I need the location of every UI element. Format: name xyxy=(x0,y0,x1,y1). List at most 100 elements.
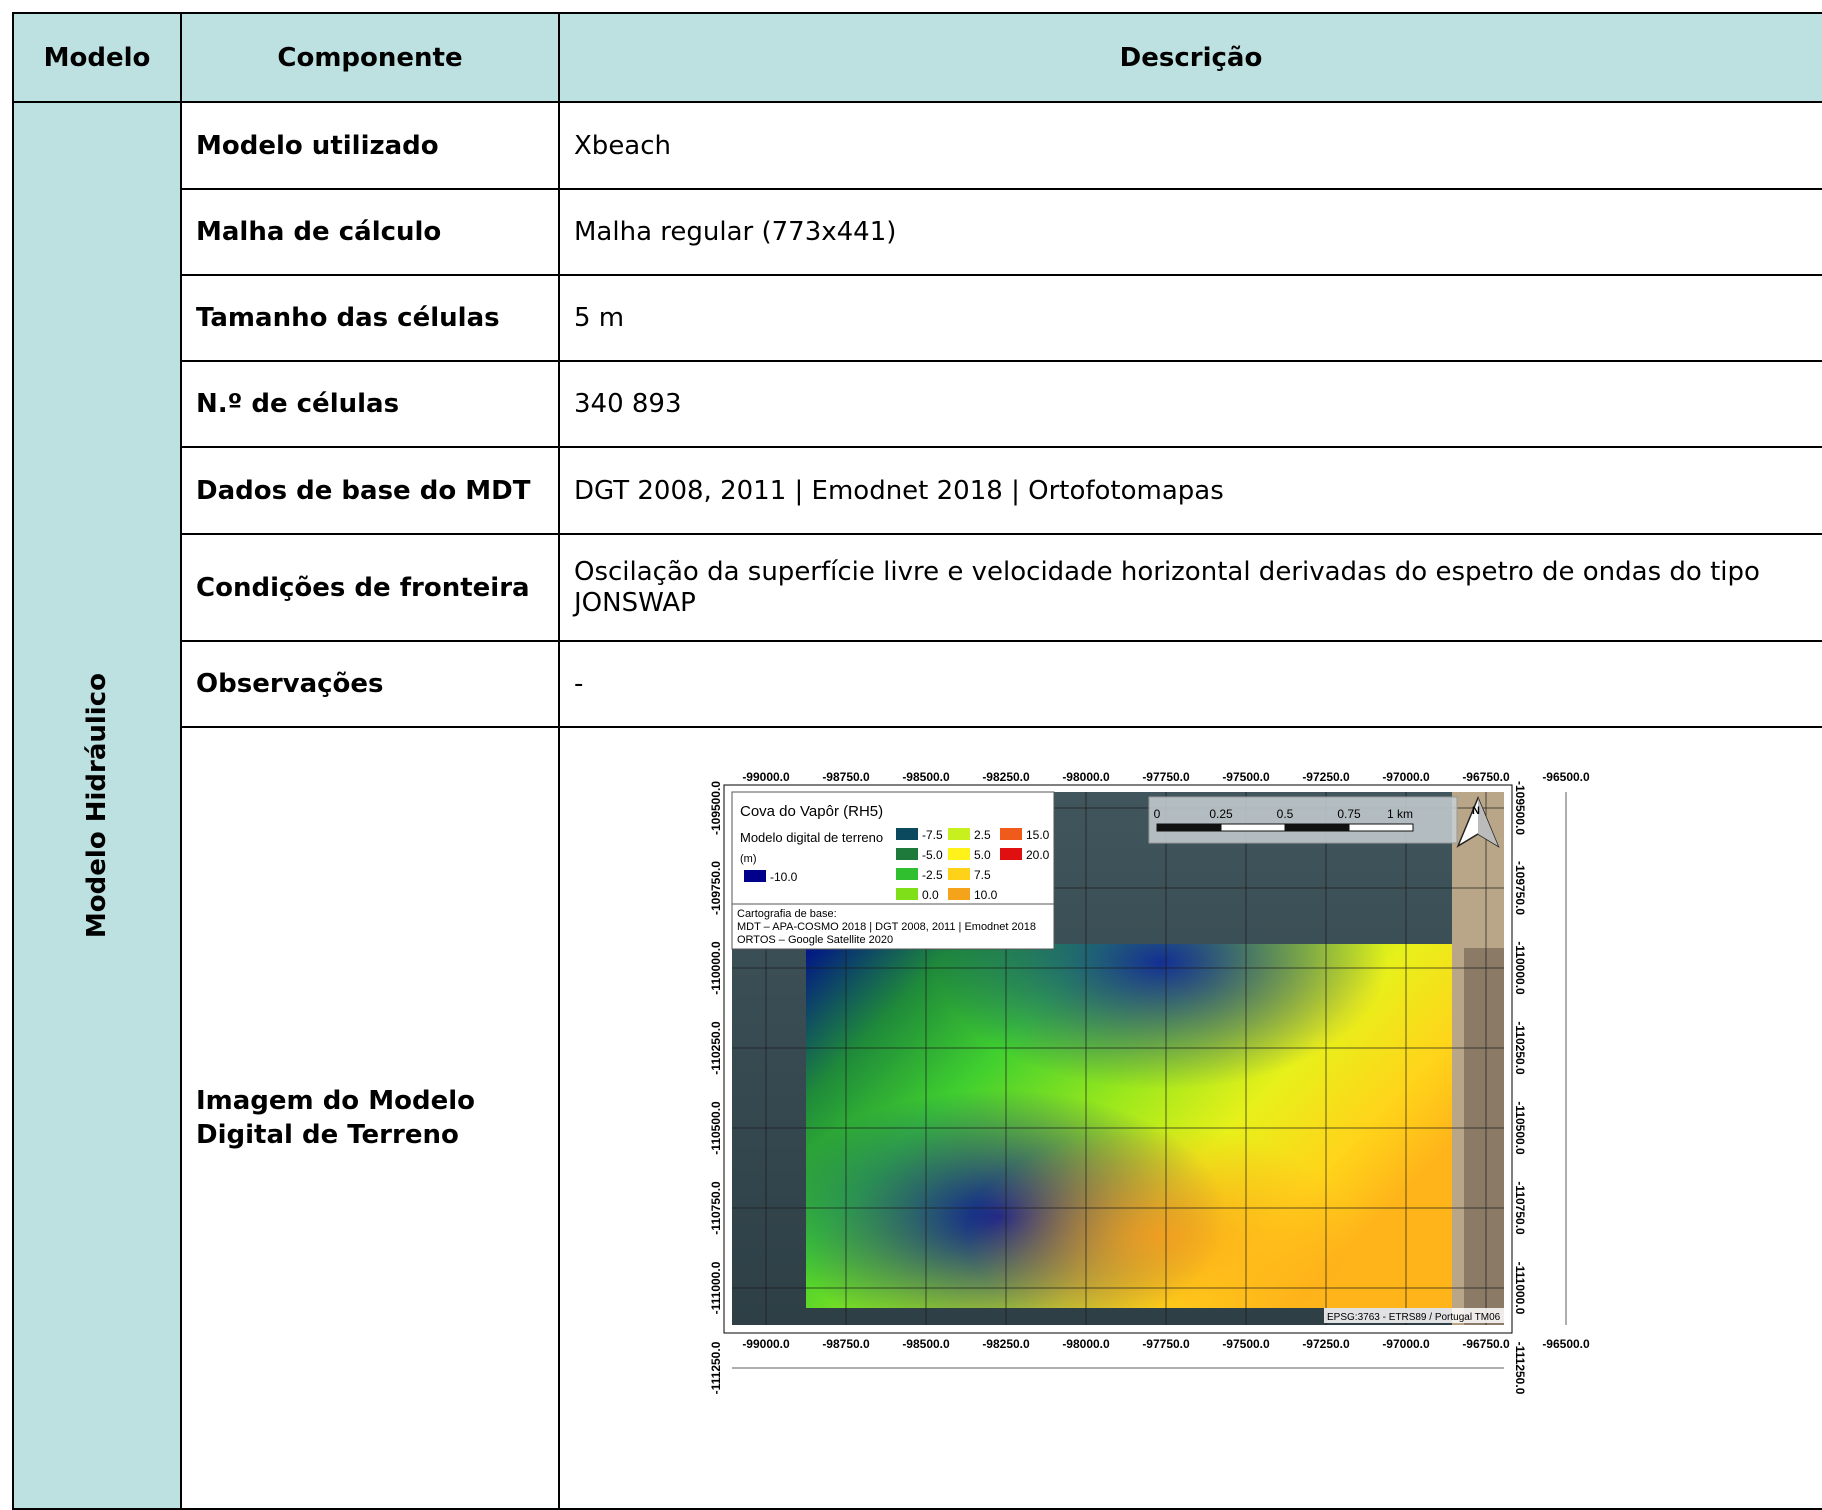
x-tick-label-bottom: -99000.0 xyxy=(742,1337,790,1351)
x-tick-label-bottom: -98000.0 xyxy=(1062,1337,1110,1351)
legend-value: -5.0 xyxy=(922,848,943,862)
x-tick-label-bottom: -98500.0 xyxy=(902,1337,950,1351)
legend-unit: (m) xyxy=(740,853,757,865)
y-tick-label-right: -110000.0 xyxy=(1513,941,1527,995)
legend-value: 2.5 xyxy=(974,828,991,842)
legend-value: 20.0 xyxy=(1026,848,1050,862)
legend-value: 15.0 xyxy=(1026,828,1050,842)
map-cell: Cova do Vapôr (RH5) Modelo digital de te… xyxy=(558,726,1822,1510)
row-value: Xbeach xyxy=(558,101,1822,190)
header-descricao: Descrição xyxy=(558,12,1822,103)
group-cell: Modelo Hidráulico xyxy=(12,101,182,1510)
row-value: DGT 2008, 2011 | Emodnet 2018 | Ortofoto… xyxy=(558,446,1822,535)
x-tick-label-top: -97000.0 xyxy=(1382,770,1430,784)
row-label: Malha de cálculo xyxy=(180,188,560,276)
x-tick-label-bottom: -97500.0 xyxy=(1222,1337,1270,1351)
legend-value: 5.0 xyxy=(974,848,991,862)
scale-segment xyxy=(1220,823,1286,832)
y-tick-label-right: -109750.0 xyxy=(1513,861,1527,915)
base-title: Cartografia de base: xyxy=(737,908,837,920)
scale-segment xyxy=(1284,823,1350,832)
x-tick-label-top: -98500.0 xyxy=(902,770,950,784)
row-label: N.º de células xyxy=(180,360,560,448)
row-label: Tamanho das células xyxy=(180,274,560,362)
urban-area xyxy=(1464,948,1504,1325)
crs-box xyxy=(1324,1308,1504,1323)
image-row-label: Imagem do Modelo Digital de Terreno xyxy=(180,726,560,1510)
scale-label: 0.25 xyxy=(1209,807,1233,821)
north-label: N xyxy=(1472,805,1480,817)
row-value: - xyxy=(558,640,1822,728)
table-row: Observações - xyxy=(13,640,1822,728)
x-tick-label-bottom: -98750.0 xyxy=(822,1337,870,1351)
legend-value: 0.0 xyxy=(922,888,939,902)
y-tick-label-right: -110750.0 xyxy=(1513,1181,1527,1235)
row-label: Condições de fronteira xyxy=(180,533,560,642)
y-tick-label-right: -109500.0 xyxy=(1513,781,1527,835)
scale-label: 1 km xyxy=(1387,807,1413,821)
legend-value: -10.0 xyxy=(770,870,798,884)
legend-value: -7.5 xyxy=(922,828,943,842)
table-row: Modelo Hidráulico Modelo utilizado Xbeac… xyxy=(12,101,1822,1510)
x-tick-label-top: -96500.0 xyxy=(1542,770,1590,784)
legend-value: 10.0 xyxy=(974,888,998,902)
legend-swatch xyxy=(948,828,970,840)
row-label: Observações xyxy=(180,640,560,728)
x-tick-label-top: -98250.0 xyxy=(982,770,1030,784)
legend-swatch xyxy=(896,888,918,900)
y-tick-label-left: -110250.0 xyxy=(709,1021,723,1075)
scale-segment xyxy=(1156,823,1222,832)
table-row: Condições de fronteira Oscilação da supe… xyxy=(13,533,1822,642)
x-tick-label-bottom: -98250.0 xyxy=(982,1337,1030,1351)
legend-swatch xyxy=(948,868,970,880)
dtm-high-area xyxy=(806,944,1452,1308)
y-tick-label-left: -111250.0 xyxy=(709,1341,723,1394)
y-tick-label-right: -110250.0 xyxy=(1513,1021,1527,1075)
table-row: Malha de cálculo Malha regular (773x441) xyxy=(13,188,1822,276)
specification-table: Modelo Componente Descrição Modelo Hidrá… xyxy=(12,12,1822,1510)
x-tick-label-top: -97750.0 xyxy=(1142,770,1190,784)
x-tick-label-bottom: -97250.0 xyxy=(1302,1337,1350,1351)
x-tick-label-bottom: -96500.0 xyxy=(1542,1337,1590,1351)
row-value: Oscilação da superfície livre e velocida… xyxy=(558,533,1822,642)
x-tick-label-top: -98000.0 xyxy=(1062,770,1110,784)
x-tick-label-top: -97250.0 xyxy=(1302,770,1350,784)
table-row: Dados de base do MDT DGT 2008, 2011 | Em… xyxy=(13,446,1822,535)
x-tick-label-bottom: -97000.0 xyxy=(1382,1337,1430,1351)
legend-swatch xyxy=(1000,848,1022,860)
x-tick-label-bottom: -96750.0 xyxy=(1462,1337,1510,1351)
x-tick-label-top: -96750.0 xyxy=(1462,770,1510,784)
base-box xyxy=(731,903,1055,950)
scale-label: 0.75 xyxy=(1337,807,1361,821)
row-value: 5 m xyxy=(558,274,1822,362)
y-tick-label-left: -109750.0 xyxy=(709,861,723,915)
y-tick-label-right: -111250.0 xyxy=(1513,1342,1527,1395)
scale-bar: 0 0.25 0.5 0.75 1 km xyxy=(1148,796,1458,844)
x-tick-label-top: -99000.0 xyxy=(742,770,790,784)
x-tick-label-top: -98750.0 xyxy=(822,770,870,784)
legend-value: -2.5 xyxy=(922,868,943,882)
legend-swatch xyxy=(1000,828,1022,840)
base-line2: ORTOS – Google Satellite 2020 xyxy=(737,934,893,946)
table-row: Tamanho das células 5 m xyxy=(13,274,1822,362)
image-row: Imagem do Modelo Digital de Terreno xyxy=(13,726,1822,1510)
north-arrow-icon: N xyxy=(1456,796,1500,848)
legend-swatch xyxy=(948,888,970,900)
group-label: Modelo Hidráulico xyxy=(82,672,112,939)
legend-swatch xyxy=(896,848,918,860)
row-value: 340 893 xyxy=(558,360,1822,448)
row-label: Dados de base do MDT xyxy=(180,446,560,535)
y-tick-label-right: -110500.0 xyxy=(1513,1101,1527,1155)
scale-label: 0 xyxy=(1154,807,1161,821)
x-tick-label-bottom: -97750.0 xyxy=(1142,1337,1190,1351)
y-tick-label-left: -110750.0 xyxy=(709,1181,723,1235)
y-tick-label-left: -110500.0 xyxy=(709,1101,723,1155)
legend-swatch xyxy=(948,848,970,860)
row-label: Modelo utilizado xyxy=(180,101,560,190)
header-row: Modelo Componente Descrição xyxy=(12,12,1822,103)
legend-swatch xyxy=(896,868,918,880)
base-line1: MDT – APA-COSMO 2018 | DGT 2008, 2011 | … xyxy=(737,921,1036,933)
legend-label: Modelo digital de terreno xyxy=(740,830,883,845)
legend-value: 7.5 xyxy=(974,868,991,882)
header-componente: Componente xyxy=(180,12,560,103)
